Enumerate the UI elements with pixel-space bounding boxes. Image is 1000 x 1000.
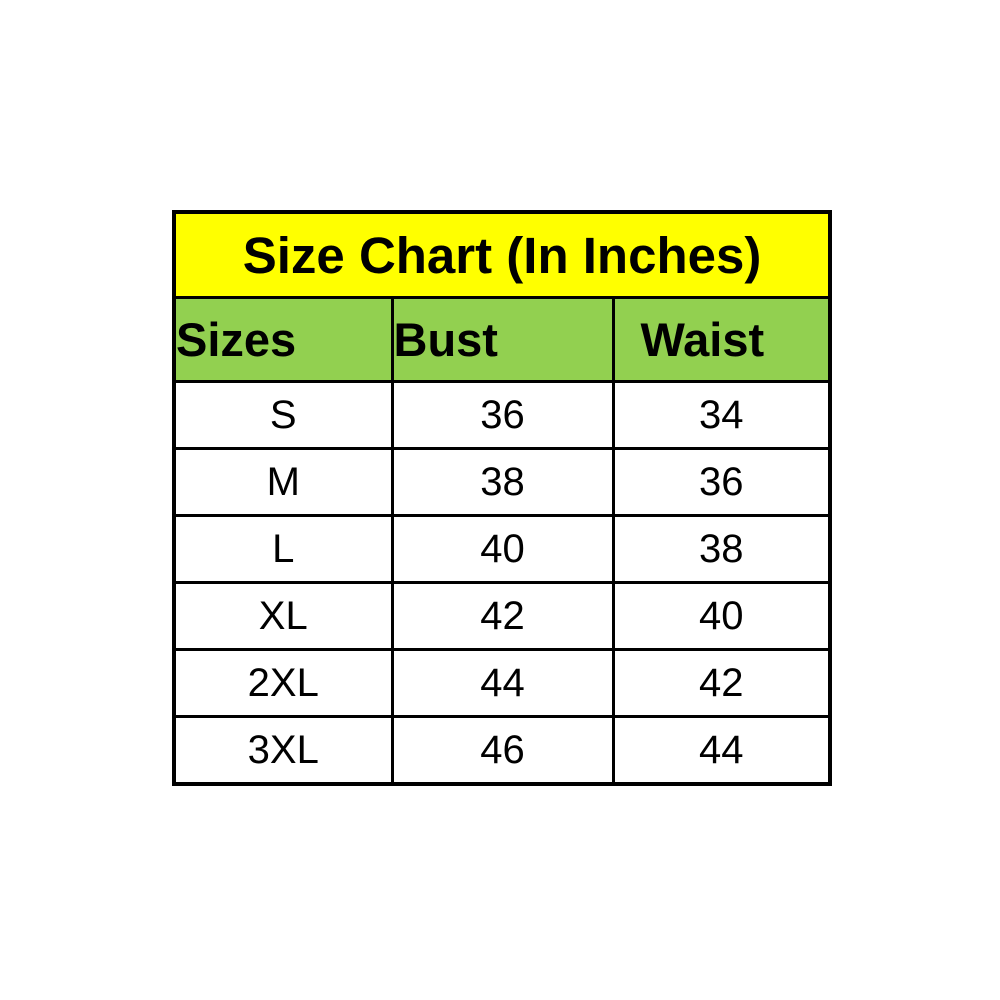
size-label-cell: XL bbox=[172, 581, 394, 651]
waist-value-cell: 36 bbox=[611, 447, 832, 517]
bust-value-cell: 42 bbox=[390, 581, 615, 651]
bust-value-cell: 46 bbox=[390, 715, 615, 786]
bust-value-cell: 36 bbox=[390, 380, 615, 450]
waist-value-cell: 38 bbox=[611, 514, 832, 584]
waist-value-cell: 44 bbox=[611, 715, 832, 786]
waist-value-cell: 42 bbox=[611, 648, 832, 718]
header-row: Sizes Bust Waist bbox=[172, 296, 832, 383]
table-row: L 40 38 bbox=[172, 514, 832, 584]
title-row: Size Chart (In Inches) bbox=[172, 210, 832, 299]
table-row: XL 42 40 bbox=[172, 581, 832, 651]
column-header-bust: Bust bbox=[390, 296, 615, 383]
size-chart-table: Size Chart (In Inches) Sizes Bust Waist … bbox=[172, 210, 833, 786]
bust-value-cell: 38 bbox=[390, 447, 615, 517]
table-row: 2XL 44 42 bbox=[172, 648, 832, 718]
size-label-cell: 3XL bbox=[172, 715, 394, 786]
size-label-cell: M bbox=[172, 447, 394, 517]
column-header-sizes: Sizes bbox=[172, 296, 394, 383]
table-row: M 38 36 bbox=[172, 447, 832, 517]
size-label-cell: L bbox=[172, 514, 394, 584]
table-title: Size Chart (In Inches) bbox=[172, 210, 832, 299]
waist-value-cell: 40 bbox=[611, 581, 832, 651]
size-label-cell: 2XL bbox=[172, 648, 394, 718]
bust-value-cell: 40 bbox=[390, 514, 615, 584]
waist-value-cell: 34 bbox=[611, 380, 832, 450]
table-row: S 36 34 bbox=[172, 380, 832, 450]
bust-value-cell: 44 bbox=[390, 648, 615, 718]
column-header-waist: Waist bbox=[611, 296, 832, 383]
size-label-cell: S bbox=[172, 380, 394, 450]
table-row: 3XL 46 44 bbox=[172, 715, 832, 786]
